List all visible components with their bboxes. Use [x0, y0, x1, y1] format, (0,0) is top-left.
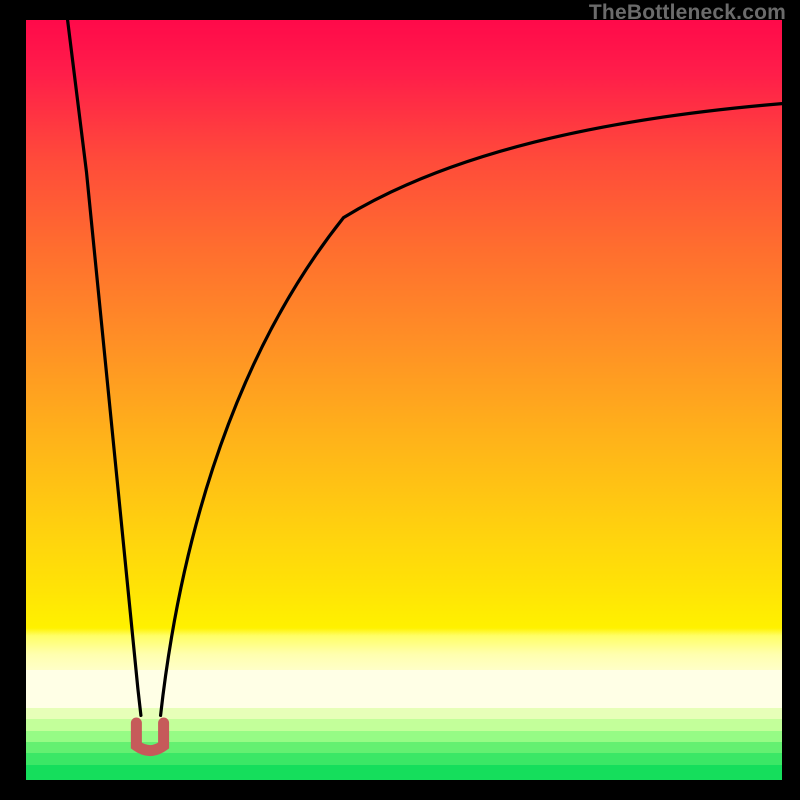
right-branch-curve: [161, 104, 782, 716]
notch-marker: [136, 723, 163, 751]
watermark-text: TheBottleneck.com: [589, 1, 786, 25]
plot-area: [26, 20, 782, 780]
chart-frame: TheBottleneck.com: [0, 0, 800, 800]
curve-layer: [26, 20, 782, 780]
left-branch-curve: [68, 20, 141, 715]
